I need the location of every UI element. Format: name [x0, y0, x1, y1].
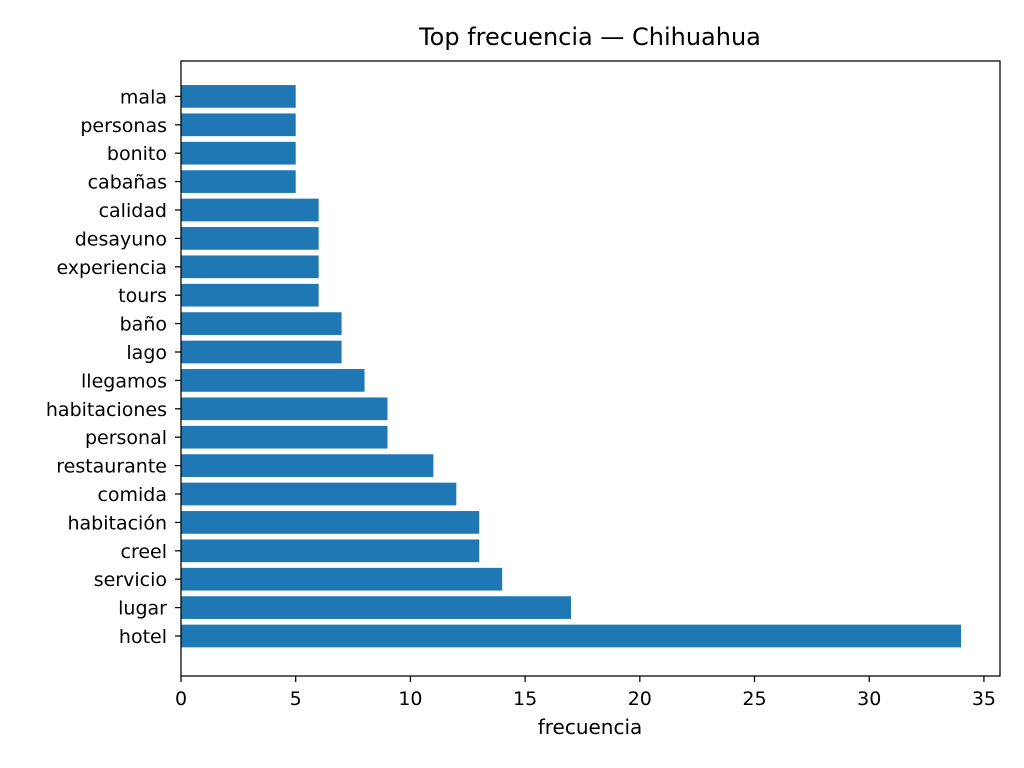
y-tick-label: personal: [85, 427, 167, 449]
y-tick-label: cabañas: [88, 172, 167, 194]
y-tick-label: llegamos: [81, 370, 167, 392]
bar-lugar: [181, 596, 571, 619]
bar-restaurante: [181, 454, 434, 477]
y-tick-label: lugar: [118, 598, 167, 620]
bar-lago: [181, 340, 342, 364]
x-tick-label: 15: [513, 688, 537, 710]
x-tick-label: 30: [857, 688, 881, 710]
y-tick-label: hotel: [119, 626, 167, 648]
y-tick-label: baño: [120, 314, 167, 336]
chart-title: Top frecuencia — Chihuahua: [418, 23, 761, 51]
x-tick-label: 5: [290, 688, 302, 710]
y-tick-label: mala: [120, 86, 167, 108]
x-axis-label: frecuencia: [538, 715, 643, 739]
bar-llegamos: [181, 369, 365, 392]
y-tick-label: personas: [80, 115, 167, 137]
y-tick-label: restaurante: [56, 456, 167, 478]
y-tick-label: desayuno: [75, 228, 167, 250]
bar-hotel: [181, 624, 961, 648]
x-tick-label: 0: [175, 688, 187, 710]
y-tick-label: tours: [118, 285, 167, 307]
bar-habitaciones: [181, 397, 388, 421]
bar-tours: [181, 283, 319, 307]
bar-desayuno: [181, 227, 319, 250]
y-tick-label: bonito: [107, 143, 167, 165]
x-tick-label: 35: [972, 688, 996, 710]
x-tick-label: 10: [398, 688, 422, 710]
bar-personas: [181, 113, 296, 137]
y-tick-label: experiencia: [56, 257, 167, 279]
bar-comida: [181, 482, 457, 506]
bar-mala: [181, 85, 296, 108]
bar-baño: [181, 312, 342, 335]
bar-experiencia: [181, 255, 319, 279]
bars-group: [181, 85, 961, 648]
bar-calidad: [181, 198, 319, 222]
bar-cabañas: [181, 170, 296, 193]
plot-frame: [180, 60, 1001, 677]
bar-servicio: [181, 567, 503, 591]
x-axis-ticks: 0 5 10 15 20 25 30 35: [175, 676, 996, 710]
bar-bonito: [181, 141, 296, 165]
y-tick-label: servicio: [94, 569, 167, 591]
y-tick-label: habitaciones: [46, 399, 167, 421]
y-axis-ticks: hotel lugar servicio creel habitación comida r…: [46, 86, 181, 648]
bar-creel: [181, 539, 480, 563]
bar-personal: [181, 425, 388, 449]
y-tick-label: creel: [121, 541, 168, 563]
x-tick-label: 20: [628, 688, 652, 710]
y-tick-label: habitación: [67, 512, 167, 534]
y-tick-label: lago: [126, 342, 167, 364]
bar-habitación: [181, 511, 480, 534]
y-tick-label: comida: [97, 484, 167, 506]
y-tick-label: calidad: [99, 200, 167, 222]
x-tick-label: 25: [742, 688, 766, 710]
